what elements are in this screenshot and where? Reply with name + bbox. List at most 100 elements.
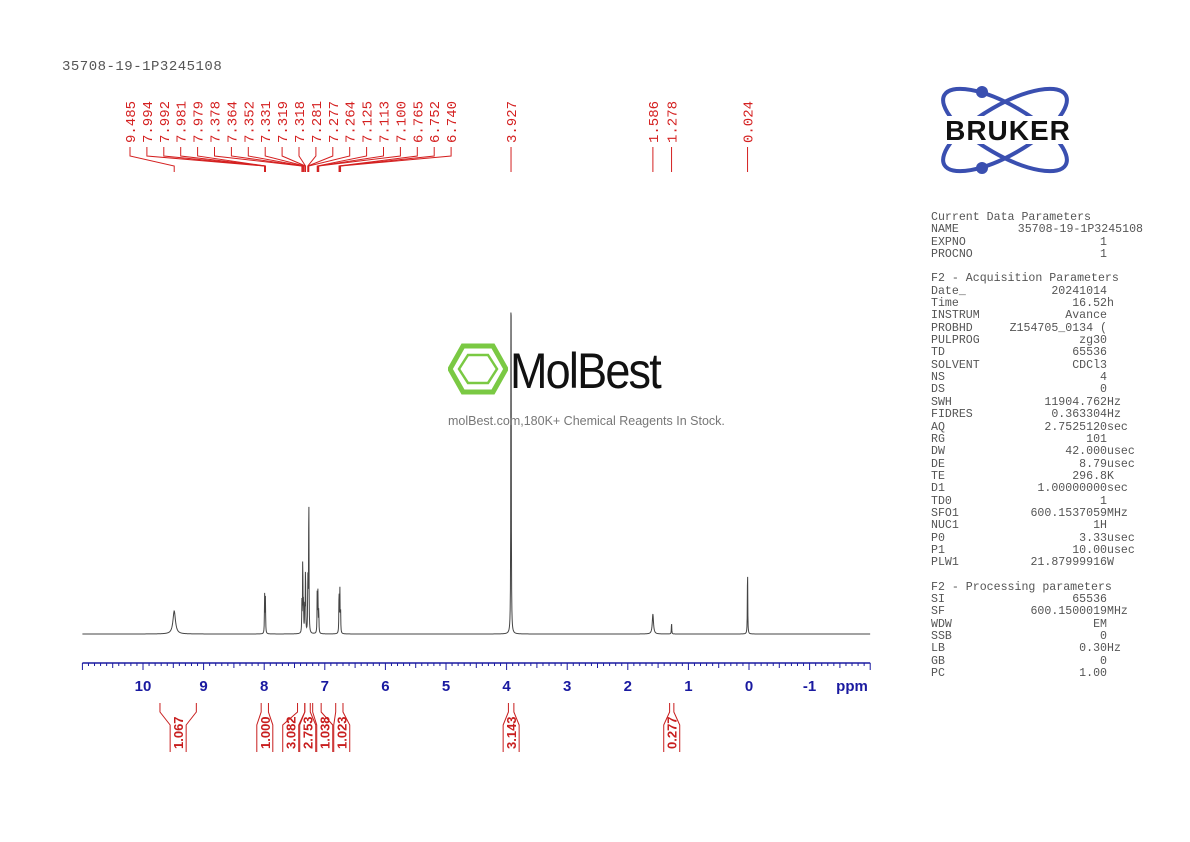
parameter-key: AQ	[931, 420, 945, 434]
parameter-value: 0	[1100, 630, 1107, 643]
peak-label: 7.364	[225, 101, 241, 143]
parameter-unit: usec	[1107, 445, 1135, 459]
integral-bracket	[502, 703, 520, 752]
parameter-row: RG 101	[931, 432, 1143, 446]
peak-label: 1.278	[666, 101, 682, 143]
peak-label: 7.378	[209, 101, 225, 143]
parameter-unit	[1107, 656, 1143, 668]
parameter-key: DS	[931, 383, 945, 397]
parameter-row: Time 16.52 h	[931, 297, 1143, 311]
parameter-key: SOLVENT	[931, 358, 980, 372]
parameter-key: DW	[931, 445, 945, 459]
atom-rings-icon	[941, 86, 1069, 174]
parameter-value: 296.8	[1072, 469, 1107, 483]
parameter-value: 65536	[1072, 346, 1107, 360]
parameter-unit: sec	[1107, 482, 1128, 496]
spectrum-title: 35708-19-1P3245108	[62, 59, 223, 75]
parameter-unit: h	[1107, 297, 1114, 311]
peak-label: 7.277	[327, 101, 343, 143]
bruker-logo: BRUKER	[925, 86, 1093, 174]
benzene-logo-icon	[448, 343, 508, 395]
parameter-value: 101	[1086, 432, 1107, 446]
parameter-value: 42.000	[1065, 445, 1107, 459]
parameter-value: 0.363304	[1051, 408, 1107, 422]
parameter-key: NAME	[931, 223, 959, 237]
parameter-key: WDW	[931, 617, 952, 631]
parameter-row: TD 65536	[931, 346, 1143, 360]
peak-label: 6.765	[411, 101, 427, 143]
parameter-row: LB 0.30 Hz	[931, 642, 1143, 655]
peak-label: 7.264	[344, 101, 360, 143]
parameter-row: SI 65536	[931, 592, 1143, 606]
x-tick-label: 2	[624, 678, 632, 695]
bruker-wordmark: BRUKER	[945, 115, 1071, 146]
parameter-row: DE 8.79 usec	[931, 457, 1143, 471]
parameter-key: TD0	[931, 494, 952, 508]
parameter-value: 600.1537059	[1030, 506, 1107, 520]
parameter-value: 10.00	[1072, 543, 1107, 557]
watermark-name: MolBest	[510, 343, 662, 399]
parameter-key: SF	[931, 605, 945, 619]
parameter-key: D1	[931, 482, 945, 496]
integral-bracket	[299, 703, 317, 752]
x-tick-label: 9	[199, 678, 207, 695]
parameter-value: 1.00	[1079, 667, 1107, 681]
x-axis-label: ppm	[836, 678, 868, 695]
parameter-value: 0	[1100, 654, 1107, 668]
parameter-unit: Hz	[1107, 395, 1121, 409]
parameter-unit	[1107, 372, 1143, 384]
peak-label-connector	[316, 147, 368, 172]
peak-label-connector	[214, 147, 303, 172]
parameter-unit	[1107, 360, 1143, 372]
integral-value: 3.082	[284, 716, 299, 749]
parameter-row: TE 296.8 K	[931, 469, 1143, 483]
integral-bracket	[333, 703, 351, 752]
peak-label: 7.281	[310, 101, 326, 143]
parameter-row: DS 0	[931, 383, 1143, 397]
peak-label-connector	[338, 147, 418, 172]
parameter-key: Time	[931, 297, 959, 311]
peak-label-connector	[197, 147, 266, 172]
parameter-key: RG	[931, 432, 945, 446]
parameter-key: PULPROG	[931, 334, 980, 348]
parameter-key: SSB	[931, 630, 952, 643]
parameter-section-heading: F2 - Acquisition Parameters	[931, 272, 1119, 286]
parameter-row: SSB 0	[931, 630, 1143, 643]
peak-label-connector	[298, 147, 307, 172]
peak-label: 3.927	[505, 101, 521, 143]
x-tick-label: 1	[684, 678, 692, 695]
parameter-key: SI	[931, 592, 945, 606]
peak-label: 7.100	[394, 101, 410, 143]
parameter-row: NS 4	[931, 371, 1143, 385]
peak-label: 9.485	[124, 101, 140, 143]
parameter-unit	[1107, 347, 1143, 359]
integral-value: 2.753	[301, 716, 316, 749]
x-tick-label: 3	[563, 678, 571, 695]
parameter-key: FIDRES	[931, 408, 973, 422]
peak-label-connector	[264, 147, 306, 172]
acquisition-parameters-panel: Current Data Parameters NAME 35708-19-1P32…	[931, 211, 1143, 681]
parameter-row: SOLVENT CDCl3	[931, 358, 1143, 372]
parameter-row: PLW1 21.87999916 W	[931, 556, 1143, 569]
parameter-key: P1	[931, 543, 945, 557]
parameter-value: 1.00000000	[1037, 482, 1107, 496]
parameter-value: EM	[1093, 617, 1107, 631]
integral-bracket	[256, 703, 274, 752]
parameter-row: FIDRES 0.363304 Hz	[931, 408, 1143, 422]
peak-label-connector	[129, 147, 175, 172]
peak-label-connector	[339, 147, 435, 172]
parameter-key: TE	[931, 469, 945, 483]
spectrum-trace	[82, 312, 871, 635]
integral-bracket	[312, 703, 334, 752]
integral-value: 1.038	[318, 716, 333, 749]
parameter-row: INSTRUM Avance	[931, 310, 1143, 323]
parameter-unit	[1107, 310, 1143, 322]
parameter-row: DW 42.000 usec	[931, 445, 1143, 459]
parameter-value: 1	[1100, 248, 1107, 262]
parameter-key: NS	[931, 371, 945, 385]
parameter-unit	[1107, 668, 1143, 680]
peak-label-connector	[307, 147, 334, 172]
parameter-key: DE	[931, 457, 945, 471]
parameter-value: 1	[1100, 494, 1107, 508]
peak-label: 7.318	[293, 101, 309, 143]
